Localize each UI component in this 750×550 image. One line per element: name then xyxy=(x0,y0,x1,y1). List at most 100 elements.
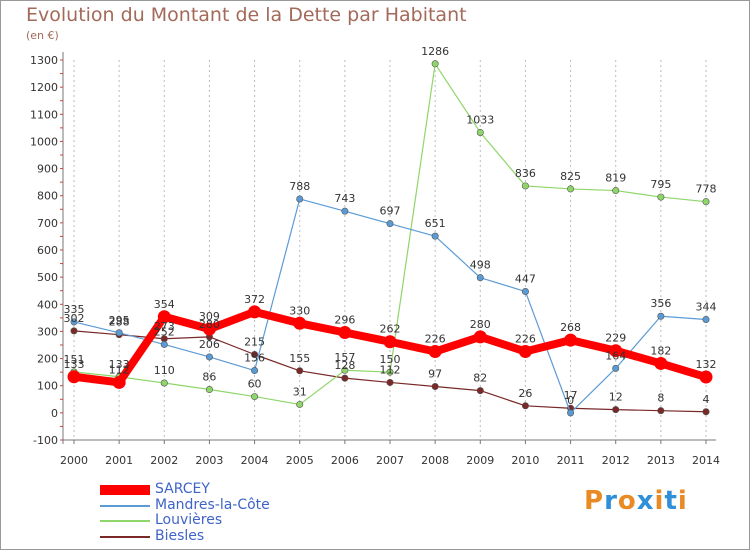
data-label: 26 xyxy=(518,387,532,400)
y-tick-label: 1100 xyxy=(30,108,58,121)
data-label: 778 xyxy=(696,183,717,196)
data-label: 215 xyxy=(244,336,265,349)
logo-letter: t xyxy=(664,486,678,516)
data-label: 252 xyxy=(154,325,175,338)
data-point xyxy=(341,374,349,382)
data-label: 825 xyxy=(560,170,581,183)
data-label: 288 xyxy=(109,316,130,329)
data-label: 296 xyxy=(334,314,355,327)
data-label: 112 xyxy=(380,363,401,376)
x-tick-label: 2010 xyxy=(511,454,539,467)
data-label: 86 xyxy=(202,371,216,384)
data-point xyxy=(657,407,665,415)
x-tick-label: 2012 xyxy=(602,454,630,467)
y-tick-label: 800 xyxy=(37,190,58,203)
data-label: 4 xyxy=(703,393,710,406)
data-label: 836 xyxy=(515,167,536,180)
data-label: 335 xyxy=(64,303,85,316)
data-label: 226 xyxy=(425,333,446,346)
data-label: 229 xyxy=(605,332,626,345)
data-label: 697 xyxy=(380,205,401,218)
data-point xyxy=(428,345,442,359)
data-label: 110 xyxy=(154,364,175,377)
x-tick-label: 2011 xyxy=(557,454,585,467)
data-point xyxy=(702,315,710,323)
data-point xyxy=(431,60,439,68)
y-tick-label: 200 xyxy=(37,353,58,366)
logo-letter: o xyxy=(617,486,637,516)
data-point xyxy=(70,318,78,326)
data-label: 82 xyxy=(473,372,487,385)
data-label: 354 xyxy=(154,298,175,311)
data-label: 651 xyxy=(425,217,446,230)
data-point xyxy=(702,198,710,206)
logo-letter: x xyxy=(636,486,655,516)
data-point xyxy=(157,310,171,324)
data-label: 743 xyxy=(334,192,355,205)
data-point xyxy=(386,368,394,376)
data-point xyxy=(248,305,262,319)
data-label: 206 xyxy=(199,338,220,351)
x-tick-label: 2003 xyxy=(195,454,223,467)
data-point xyxy=(431,383,439,391)
data-point xyxy=(202,322,216,336)
data-point xyxy=(702,408,710,416)
legend-swatch xyxy=(100,504,150,507)
data-point xyxy=(67,370,81,384)
data-label: 128 xyxy=(334,359,355,372)
data-point xyxy=(70,327,78,335)
data-point xyxy=(612,406,620,414)
data-point xyxy=(699,370,713,384)
y-tick-label: 0 xyxy=(51,407,58,420)
data-label: 447 xyxy=(515,273,536,286)
data-label: 151 xyxy=(64,353,85,366)
data-point xyxy=(386,378,394,386)
data-point xyxy=(386,220,394,228)
data-point xyxy=(612,364,620,372)
data-label: 157 xyxy=(334,351,355,364)
x-tick-label: 2013 xyxy=(647,454,675,467)
x-tick-label: 2004 xyxy=(241,454,269,467)
data-label: 819 xyxy=(605,172,626,185)
data-label: 356 xyxy=(650,297,671,310)
legend-label: SARCEY xyxy=(155,481,210,497)
legend-swatch xyxy=(100,485,150,495)
legend-label: Biesles xyxy=(155,527,205,544)
data-label: 97 xyxy=(428,368,442,381)
y-tick-label: 1300 xyxy=(30,54,58,67)
data-point xyxy=(205,386,213,394)
data-label: 344 xyxy=(696,300,717,313)
x-tick-label: 2006 xyxy=(331,454,359,467)
x-tick-label: 2007 xyxy=(376,454,404,467)
data-point xyxy=(521,402,529,410)
data-label: 498 xyxy=(470,259,491,272)
data-point xyxy=(296,400,304,408)
data-label: 133 xyxy=(64,358,85,371)
data-label: 1033 xyxy=(466,113,494,126)
data-point xyxy=(657,312,665,320)
data-label: 164 xyxy=(605,349,626,362)
data-point xyxy=(160,379,168,387)
data-label: 280 xyxy=(470,318,491,331)
x-tick-label: 2014 xyxy=(692,454,720,467)
data-point xyxy=(518,345,532,359)
data-label: 372 xyxy=(244,293,265,306)
x-tick-label: 2000 xyxy=(60,454,88,467)
y-tick-label: 400 xyxy=(37,298,58,311)
data-point xyxy=(341,207,349,215)
data-label: 788 xyxy=(289,180,310,193)
data-point xyxy=(383,335,397,349)
data-point xyxy=(521,288,529,296)
legend-swatch xyxy=(100,520,150,522)
data-label: 155 xyxy=(289,352,310,365)
x-tick-label: 2009 xyxy=(466,454,494,467)
logo-letter: P xyxy=(584,486,605,516)
data-label: 309 xyxy=(199,310,220,323)
logo-letter: r xyxy=(604,486,618,516)
data-point xyxy=(251,393,259,401)
logo-letter: i xyxy=(654,486,665,516)
y-tick-label: 900 xyxy=(37,163,58,176)
data-label: 31 xyxy=(293,385,307,398)
data-label: 226 xyxy=(515,333,536,346)
